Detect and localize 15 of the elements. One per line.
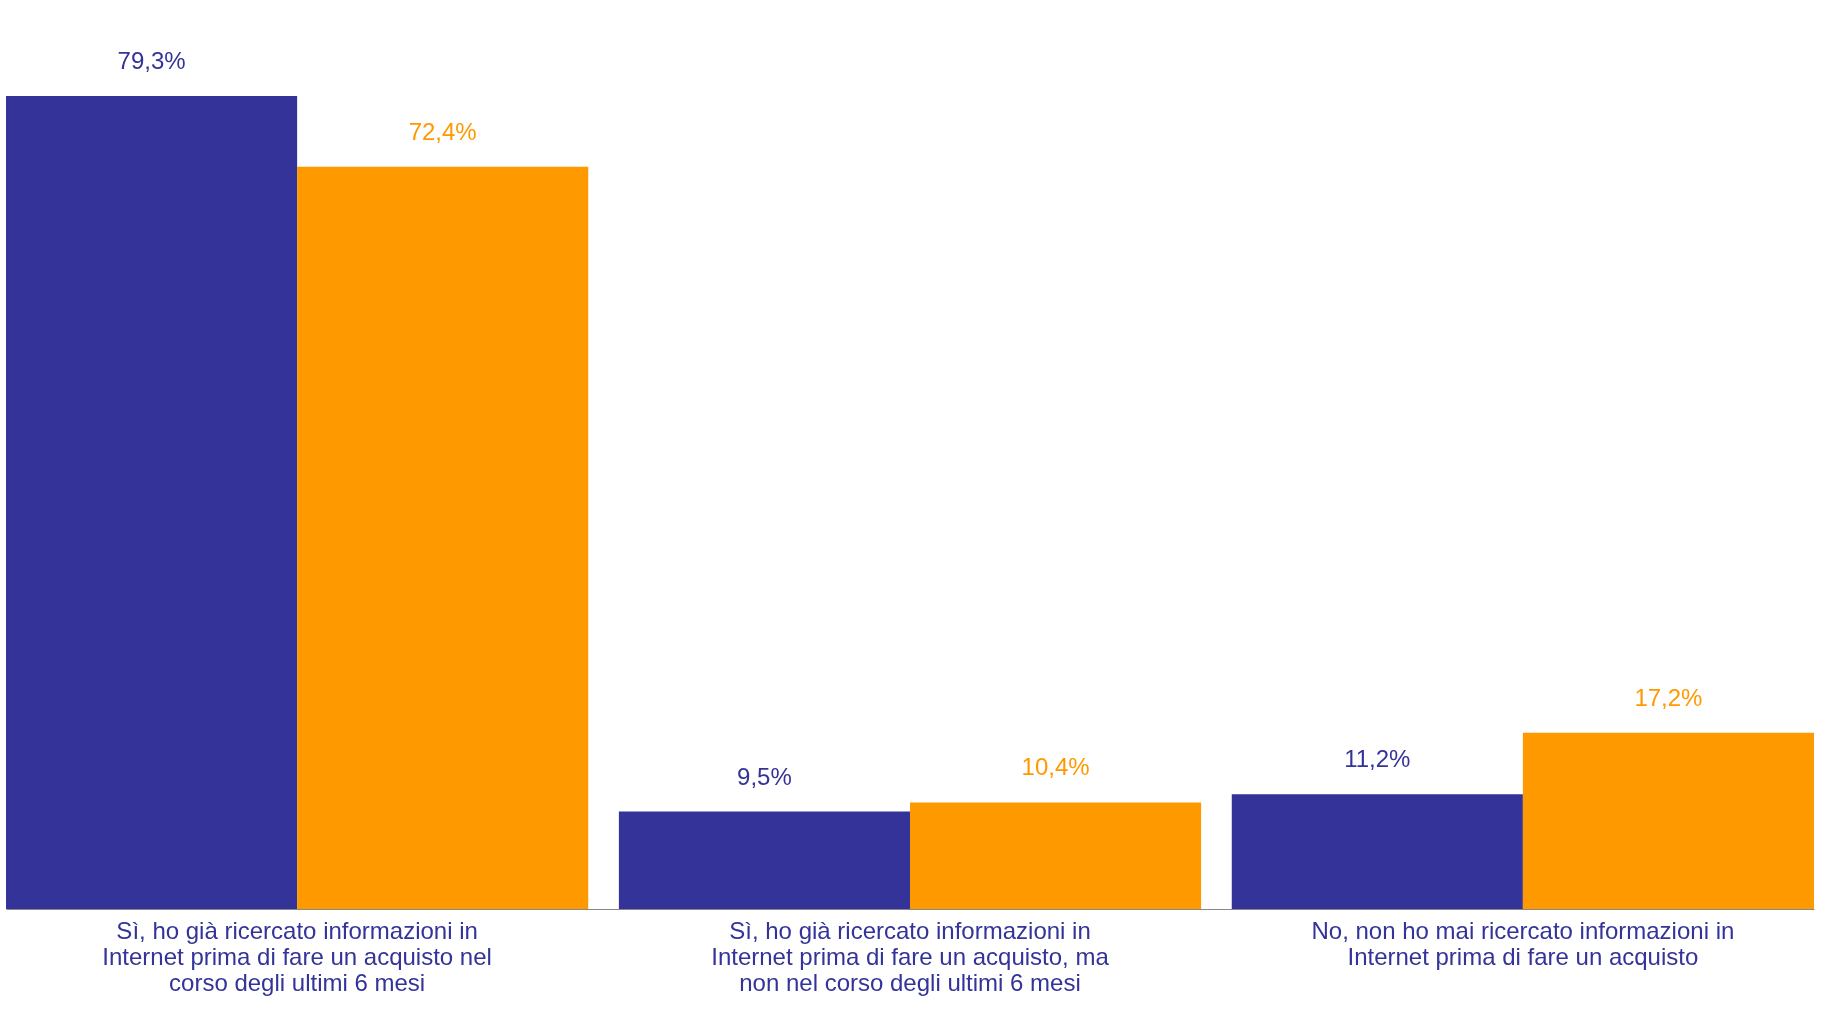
bar xyxy=(618,811,910,909)
data-label: 17,2% xyxy=(1634,683,1703,711)
bar xyxy=(1522,732,1814,909)
bar xyxy=(1231,794,1523,909)
data-label: 11,2% xyxy=(1344,745,1411,773)
data-label: 9,5% xyxy=(737,762,792,790)
bar xyxy=(6,96,298,909)
data-label: 79,3% xyxy=(117,47,186,74)
x-tick-label: Sì, ho già ricercato informazioni in Internet prima di fare un acquisto, ma non nel corso degli ultimi 6 mesi xyxy=(711,916,1110,996)
x-tick-label: Sì, ho già ricercato informazioni in Internet prima di fare un acquisto nel corso degli ultimi 6 mesi xyxy=(102,916,492,996)
bar xyxy=(297,166,589,909)
x-tick-label: No, non ho mai ricercato informazioni in Internet prima di fare un acquisto xyxy=(1311,916,1735,970)
data-label: 72,4% xyxy=(408,117,477,145)
data-label: 10,4% xyxy=(1021,753,1090,781)
bar xyxy=(910,802,1202,909)
